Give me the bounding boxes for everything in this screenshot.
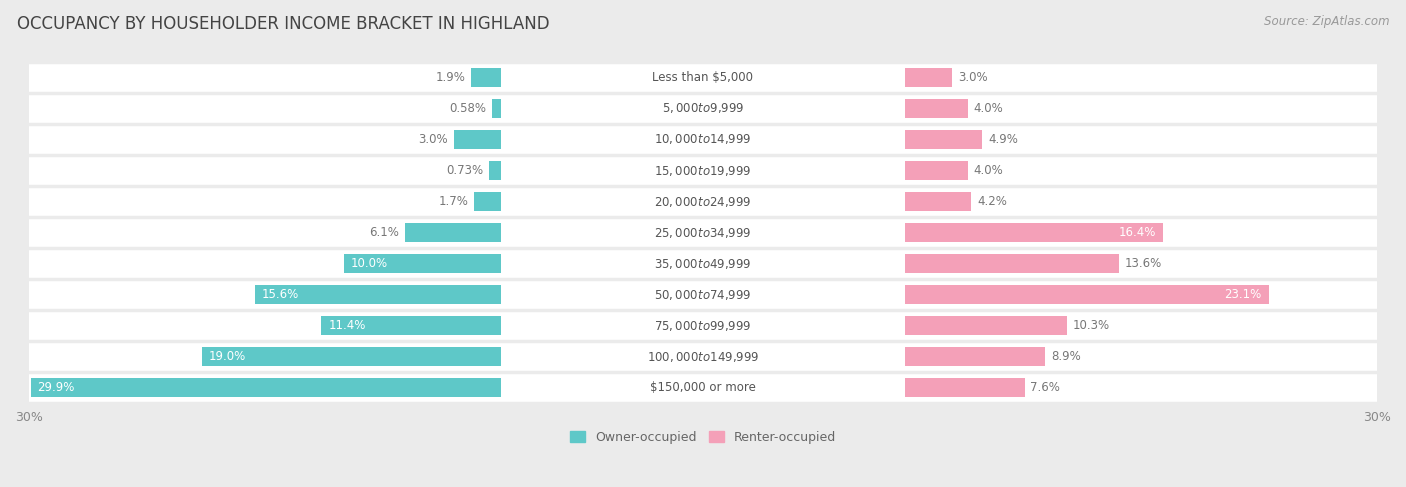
Bar — [30, 93, 1376, 124]
Bar — [489, 161, 501, 180]
Text: 0.73%: 0.73% — [447, 164, 484, 177]
Text: $35,000 to $49,999: $35,000 to $49,999 — [654, 257, 752, 271]
Text: 29.9%: 29.9% — [37, 381, 75, 394]
Text: 3.0%: 3.0% — [419, 133, 449, 146]
Text: $20,000 to $24,999: $20,000 to $24,999 — [654, 194, 752, 208]
Text: 23.1%: 23.1% — [1225, 288, 1261, 301]
Text: 0.58%: 0.58% — [449, 102, 486, 115]
Legend: Owner-occupied, Renter-occupied: Owner-occupied, Renter-occupied — [565, 426, 841, 449]
Text: OCCUPANCY BY HOUSEHOLDER INCOME BRACKET IN HIGHLAND: OCCUPANCY BY HOUSEHOLDER INCOME BRACKET … — [17, 15, 550, 33]
Bar — [322, 316, 501, 335]
Bar — [202, 347, 501, 366]
Text: $150,000 or more: $150,000 or more — [650, 381, 756, 394]
Text: 4.9%: 4.9% — [988, 133, 1018, 146]
Bar — [405, 223, 501, 242]
Text: 1.9%: 1.9% — [436, 71, 465, 84]
Text: $100,000 to $149,999: $100,000 to $149,999 — [647, 350, 759, 364]
Bar — [474, 192, 501, 211]
Text: 6.1%: 6.1% — [370, 226, 399, 239]
Text: Source: ZipAtlas.com: Source: ZipAtlas.com — [1264, 15, 1389, 28]
Bar — [905, 161, 969, 180]
Text: 19.0%: 19.0% — [208, 350, 246, 363]
Bar — [905, 316, 1067, 335]
Text: $75,000 to $99,999: $75,000 to $99,999 — [654, 318, 752, 333]
Bar — [905, 347, 1045, 366]
Bar — [30, 62, 1376, 93]
Bar — [471, 68, 501, 87]
Bar — [30, 248, 1376, 279]
Text: $15,000 to $19,999: $15,000 to $19,999 — [654, 164, 752, 177]
Text: 4.2%: 4.2% — [977, 195, 1007, 208]
Bar — [30, 372, 1376, 403]
Text: $50,000 to $74,999: $50,000 to $74,999 — [654, 288, 752, 301]
Text: $25,000 to $34,999: $25,000 to $34,999 — [654, 225, 752, 240]
Bar — [905, 99, 969, 118]
Bar — [905, 285, 1268, 304]
Bar — [30, 124, 1376, 155]
Text: 10.0%: 10.0% — [350, 257, 388, 270]
Text: 8.9%: 8.9% — [1050, 350, 1081, 363]
Text: $5,000 to $9,999: $5,000 to $9,999 — [662, 101, 744, 115]
Bar — [492, 99, 501, 118]
Text: 15.6%: 15.6% — [262, 288, 299, 301]
Bar — [30, 155, 1376, 186]
Bar — [30, 341, 1376, 372]
Bar — [30, 279, 1376, 310]
Text: 16.4%: 16.4% — [1119, 226, 1156, 239]
Bar — [256, 285, 501, 304]
Text: 10.3%: 10.3% — [1073, 319, 1109, 332]
Bar — [30, 186, 1376, 217]
Text: 7.6%: 7.6% — [1031, 381, 1060, 394]
Text: 4.0%: 4.0% — [974, 164, 1004, 177]
Text: 13.6%: 13.6% — [1125, 257, 1161, 270]
Bar — [454, 130, 501, 149]
Text: 3.0%: 3.0% — [957, 71, 987, 84]
Text: 4.0%: 4.0% — [974, 102, 1004, 115]
Text: $10,000 to $14,999: $10,000 to $14,999 — [654, 132, 752, 147]
Bar — [905, 378, 1025, 397]
Bar — [343, 254, 501, 273]
Bar — [905, 192, 972, 211]
Bar — [905, 68, 952, 87]
Bar — [905, 130, 983, 149]
Bar — [30, 217, 1376, 248]
Text: 11.4%: 11.4% — [328, 319, 366, 332]
Bar — [905, 254, 1119, 273]
Text: Less than $5,000: Less than $5,000 — [652, 71, 754, 84]
Bar — [905, 223, 1163, 242]
Bar — [30, 310, 1376, 341]
Bar — [31, 378, 501, 397]
Text: 1.7%: 1.7% — [439, 195, 468, 208]
